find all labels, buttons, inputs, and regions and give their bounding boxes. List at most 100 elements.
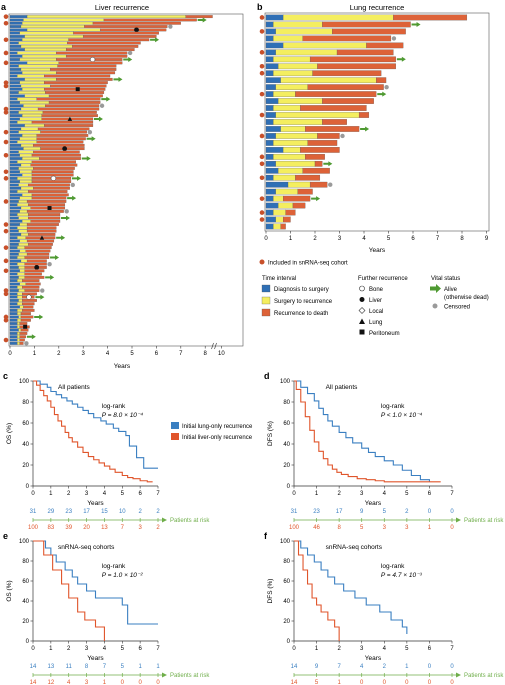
alive-arrow-a-7 (150, 37, 160, 43)
risk-liver-e-6: 0 (138, 680, 142, 685)
bar-a-24-1 (24, 94, 50, 98)
bar-a-30-1 (22, 114, 42, 118)
bar-a-71-0 (9, 249, 20, 253)
bar-a-94-0 (9, 325, 18, 329)
risk-lung-e-7: 1 (156, 664, 160, 670)
lung-marker-icon (359, 318, 365, 324)
bar-b-22-1 (278, 167, 303, 174)
legend-peritoneum-label: Peritoneum (369, 331, 400, 337)
bar-a-38-0 (9, 140, 18, 144)
bar-a-60-2 (28, 213, 61, 217)
bar-a-11-2 (56, 51, 128, 55)
xtick-label-c-5: 5 (121, 491, 125, 497)
bar-a-70-0 (9, 246, 18, 250)
bar-a-62-0 (9, 219, 23, 223)
bar-a-28-1 (20, 107, 39, 111)
bar-b-19-0 (265, 147, 284, 153)
bar-a-47-2 (31, 170, 74, 174)
risk-lung-d-2: 17 (336, 509, 343, 515)
risk-lung-f-7: 0 (450, 664, 454, 670)
bar-b-11-2 (295, 91, 377, 97)
xtick-label-e-6: 6 (138, 646, 142, 652)
bar-a-27-2 (45, 104, 100, 108)
bar-a-93-0 (9, 322, 18, 325)
bar-a-26-1 (19, 101, 50, 104)
legend-vital-title: Vital status (431, 276, 460, 282)
bar-a-41-0 (9, 150, 19, 154)
lung-mark-a-67 (39, 235, 45, 240)
bar-a-31-2 (41, 117, 94, 121)
ytick-label-e-0: 0 (26, 639, 30, 645)
risk-lung-d-6: 0 (428, 509, 432, 515)
bar-a-6-2 (83, 35, 157, 38)
bar-a-2-2 (92, 21, 181, 25)
bar-a-46-0 (9, 167, 19, 170)
bar-a-18-2 (44, 74, 111, 78)
bar-a-32-2 (31, 120, 94, 124)
risk-label-c: Patients at risk (170, 518, 210, 524)
bar-a-89-0 (9, 308, 18, 312)
alive-arrow-b-6 (396, 56, 406, 62)
risk-liver-f-3: 0 (360, 680, 364, 685)
xtick-label-f-6: 6 (428, 646, 432, 652)
risk-lung-e-1: 13 (48, 664, 55, 670)
bar-a-85-1 (17, 295, 23, 299)
risk-label-d: Patients at risk (464, 518, 504, 524)
bar-b-6-0 (265, 56, 274, 63)
censored-b-3 (391, 36, 397, 41)
bar-b-5-0 (265, 49, 276, 56)
bar-a-34-2 (37, 127, 90, 131)
xtick-label-a-0: 0 (8, 351, 12, 357)
bar-a-55-1 (19, 196, 33, 200)
risk-lung-c-5: 10 (119, 509, 126, 515)
bar-a-57-1 (17, 203, 29, 207)
bar-a-55-2 (31, 196, 67, 200)
bar-a-91-2 (20, 315, 34, 319)
bar-a-46-2 (33, 167, 75, 170)
bar-a-92-1 (17, 318, 22, 322)
bar-b-19-2 (300, 147, 340, 153)
bar-a-44-0 (9, 160, 18, 164)
included-dot-b-11 (259, 91, 265, 97)
included-dot-a-20 (3, 80, 9, 85)
bar-a-69-2 (28, 242, 53, 246)
bar-a-26-2 (48, 101, 101, 104)
bar-a-25-1 (17, 97, 37, 101)
panel-f-letter: f (264, 531, 268, 541)
bar-a-32-1 (17, 120, 33, 124)
bar-a-94-1 (17, 325, 20, 329)
bar-a-4-1 (26, 28, 101, 32)
included-dot-a-77 (3, 268, 9, 274)
bar-a-21-2 (50, 84, 107, 88)
bar-a-21-0 (9, 84, 22, 88)
bar-a-61-2 (28, 216, 61, 220)
ylabel-d: DFS (%) (267, 421, 274, 446)
xtick-label-c-3: 3 (85, 491, 89, 497)
bar-a-18-1 (17, 74, 45, 78)
peritoneum-mark-a-22 (75, 87, 80, 92)
bar-a-63-2 (26, 223, 59, 226)
ytick-label-c-0: 0 (26, 484, 30, 490)
risk-liver-c-1: 83 (48, 525, 55, 531)
bar-a-72-1 (18, 252, 28, 256)
bar-a-45-0 (9, 163, 22, 167)
legend-otherwise-label: (otherwise dead) (444, 295, 489, 301)
bar-a-57-2 (28, 203, 66, 207)
bar-b-15-2 (322, 119, 347, 125)
bar-b-5-1 (275, 49, 338, 56)
bar-b-7-2 (317, 63, 396, 70)
included-dot-a-2 (3, 20, 9, 26)
included-dot-b-2 (259, 29, 265, 34)
legend-further-title: Further recurrence (358, 276, 408, 282)
risk-lung-e-3: 8 (85, 664, 89, 670)
bar-a-52-0 (9, 186, 22, 190)
risk-lung-e-2: 11 (66, 664, 73, 670)
bar-a-32-0 (9, 120, 18, 124)
xtick-label-d-7: 7 (450, 491, 454, 497)
censored-a-11 (127, 50, 133, 56)
risk-lung-f-4: 2 (383, 664, 387, 670)
bar-b-2-1 (275, 28, 333, 35)
bar-b-17-0 (265, 133, 276, 139)
legend-surg-label: Surgery to recurrence (274, 299, 333, 305)
xtick-label-e-5: 5 (121, 646, 125, 652)
